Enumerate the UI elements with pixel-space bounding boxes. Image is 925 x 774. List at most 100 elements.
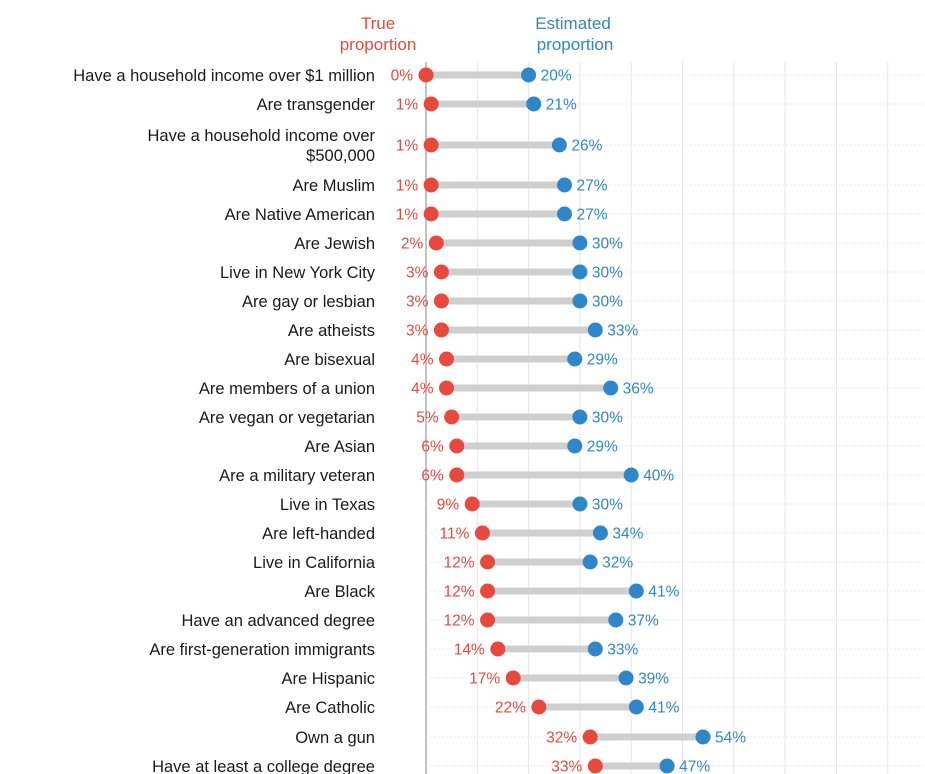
estimated-proportion-dot (551, 137, 567, 153)
estimated-value-label: 34% (612, 526, 643, 543)
true-value-label: 1% (396, 207, 419, 224)
true-proportion-dot (423, 177, 439, 193)
estimated-value-label: 54% (715, 730, 746, 747)
true-proportion-dot (449, 467, 465, 483)
estimated-proportion-dot (572, 264, 588, 280)
true-proportion-dot (433, 264, 449, 280)
category-label: Are transgender (257, 96, 376, 114)
legend-estimated-line-1: Estimated (535, 14, 611, 33)
true-proportion-dot (490, 641, 506, 657)
category-label: Are Native American (225, 206, 375, 224)
category-label: Have at least a college degree (152, 758, 375, 774)
estimated-proportion-dot (623, 467, 639, 483)
true-proportion-dot (418, 67, 434, 83)
category-label: Have an advanced degree (181, 612, 375, 630)
true-value-label: 1% (396, 97, 419, 114)
estimated-value-label: 30% (592, 265, 623, 282)
true-value-label: 3% (406, 294, 429, 311)
estimated-value-label: 29% (587, 439, 618, 456)
category-label: $500,000 (306, 147, 375, 165)
estimated-proportion-dot (587, 641, 603, 657)
estimated-proportion-dot (628, 699, 644, 715)
true-value-label: 2% (401, 236, 424, 253)
estimated-value-label: 40% (643, 468, 674, 485)
true-value-label: 0% (391, 68, 414, 85)
true-value-label: 4% (411, 352, 434, 369)
true-proportion-dot (480, 583, 496, 599)
true-proportion-dot (531, 699, 547, 715)
category-label: Are Black (304, 583, 375, 601)
estimated-proportion-dot (592, 525, 608, 541)
true-proportion-dot (464, 496, 480, 512)
category-label: Are Muslim (292, 177, 375, 195)
category-label: Live in California (253, 554, 376, 572)
category-label: Are a military veteran (219, 467, 375, 485)
true-value-label: 33% (551, 759, 582, 774)
true-value-label: 5% (416, 410, 439, 427)
true-value-label: 11% (440, 526, 470, 543)
estimated-proportion-dot (572, 293, 588, 309)
estimated-proportion-dot (526, 96, 542, 112)
category-label: Live in New York City (220, 264, 376, 282)
true-proportion-dot (423, 137, 439, 153)
category-label: Are gay or lesbian (242, 293, 375, 311)
estimated-proportion-dot (603, 380, 619, 396)
estimated-value-label: 30% (592, 236, 623, 253)
estimated-value-label: 47% (679, 759, 710, 774)
true-value-label: 3% (406, 265, 429, 282)
category-label: Are members of a union (199, 380, 375, 398)
true-value-label: 32% (546, 730, 577, 747)
true-value-label: 6% (421, 468, 444, 485)
estimated-value-label: 30% (592, 410, 623, 427)
estimated-proportion-dot (608, 612, 624, 628)
true-proportion-dot (439, 351, 455, 367)
true-proportion-dot (433, 322, 449, 338)
estimated-value-label: 27% (577, 178, 608, 195)
true-proportion-dot (428, 235, 444, 251)
true-value-label: 4% (411, 381, 434, 398)
category-label: Are Asian (304, 438, 375, 456)
true-proportion-dot (433, 293, 449, 309)
estimated-proportion-dot (659, 758, 675, 774)
estimated-proportion-dot (582, 554, 598, 570)
true-proportion-dot (480, 612, 496, 628)
estimated-proportion-dot (572, 496, 588, 512)
true-proportion-dot (474, 525, 490, 541)
true-proportion-dot (439, 380, 455, 396)
estimated-proportion-dot (628, 583, 644, 599)
estimated-value-label: 37% (628, 613, 659, 630)
legend-estimated-line-2: proportion (537, 35, 614, 54)
estimated-proportion-dot (567, 438, 583, 454)
estimated-value-label: 30% (592, 294, 623, 311)
true-value-label: 17% (469, 671, 500, 688)
estimated-value-label: 41% (648, 584, 679, 601)
true-proportion-dot (582, 729, 598, 745)
true-value-label: 12% (444, 584, 475, 601)
estimated-proportion-dot (618, 670, 634, 686)
true-value-label: 12% (444, 555, 475, 572)
category-labels: Have a household income over $1 million A… (73, 67, 376, 774)
category-label: Are Jewish (294, 235, 375, 253)
gridlines (425, 62, 889, 774)
estimated-proportion-dot (695, 729, 711, 745)
estimated-value-label: 32% (602, 555, 633, 572)
estimated-value-label: 33% (607, 642, 638, 659)
category-label: Have a household income over $1 million (73, 67, 375, 85)
estimated-proportion-dot (557, 177, 573, 193)
category-label: Are bisexual (284, 351, 375, 369)
estimated-proportion-dot (557, 206, 573, 222)
true-proportion-dot (444, 409, 460, 425)
true-proportion-dot (423, 206, 439, 222)
estimated-value-label: 27% (577, 207, 608, 224)
category-label: Are vegan or vegetarian (199, 409, 375, 427)
estimated-value-label: 30% (592, 497, 623, 514)
category-label: Live in Texas (280, 496, 375, 514)
true-value-label: 6% (421, 439, 444, 456)
estimated-value-label: 26% (571, 138, 602, 155)
category-label: Are Catholic (285, 699, 375, 717)
estimated-value-label: 41% (648, 700, 679, 717)
category-label: Own a gun (295, 729, 375, 747)
estimated-proportion-dot (567, 351, 583, 367)
true-proportion-dot (587, 758, 603, 774)
